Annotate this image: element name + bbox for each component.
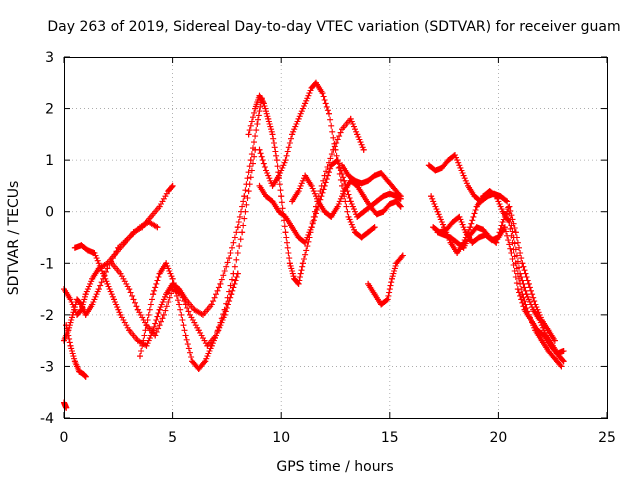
- plot-frame: [64, 57, 608, 419]
- data-points: [61, 79, 567, 411]
- y-tick-label: -3: [40, 359, 54, 375]
- series-marker-trail: [63, 322, 89, 380]
- y-tick-label: -4: [40, 411, 54, 427]
- y-tick-label: 2: [45, 102, 54, 118]
- x-tick-label: 20: [489, 430, 507, 446]
- y-tick-label: 3: [45, 50, 54, 66]
- y-tick-labels: -4 -3 -2 -1 0 1 2 3: [40, 50, 54, 427]
- series-trace-g: [137, 260, 241, 372]
- series-marker-trail: [137, 260, 241, 372]
- series-trace-c: [63, 322, 89, 380]
- series-trace-m: [365, 252, 406, 308]
- series-marker-trail: [434, 203, 558, 344]
- series-trace-d: [61, 399, 70, 411]
- chart-title: Day 263 of 2019, Sidereal Day-to-day VTE…: [47, 19, 620, 35]
- series-trace-q: [434, 203, 558, 344]
- series-trace-f: [108, 146, 259, 349]
- axis-ticks: [63, 56, 608, 419]
- series-marker-trail: [61, 399, 70, 411]
- y-tick-label: -2: [40, 308, 54, 324]
- series-marker-trail: [339, 162, 404, 200]
- x-tick-label: 0: [60, 430, 69, 446]
- x-tick-labels: 0 5 10 15 20 25: [60, 430, 616, 446]
- series-trace-i: [256, 79, 378, 241]
- y-axis-label: SDTVAR / TECUs: [6, 181, 22, 296]
- x-axis-label: GPS time / hours: [276, 459, 393, 475]
- series-trace-n: [425, 152, 567, 365]
- series-marker-trail: [289, 172, 404, 220]
- series-trace-k: [289, 172, 404, 220]
- series-trace-l: [339, 162, 404, 200]
- x-tick-label: 10: [272, 430, 290, 446]
- y-tick-label: -1: [40, 256, 54, 272]
- x-tick-label: 5: [168, 430, 177, 446]
- series-marker-trail: [428, 188, 565, 370]
- y-tick-label: 1: [45, 153, 54, 169]
- series-marker-trail: [256, 79, 378, 241]
- y-tick-label: 0: [45, 205, 54, 221]
- grid-lines: [64, 57, 607, 418]
- series-marker-trail: [365, 252, 406, 308]
- series-marker-trail: [71, 95, 265, 349]
- series-marker-trail: [425, 152, 567, 365]
- x-tick-label: 15: [381, 430, 399, 446]
- series-trace-o: [428, 188, 565, 370]
- x-tick-label: 25: [598, 430, 616, 446]
- series-marker-trail: [108, 146, 259, 349]
